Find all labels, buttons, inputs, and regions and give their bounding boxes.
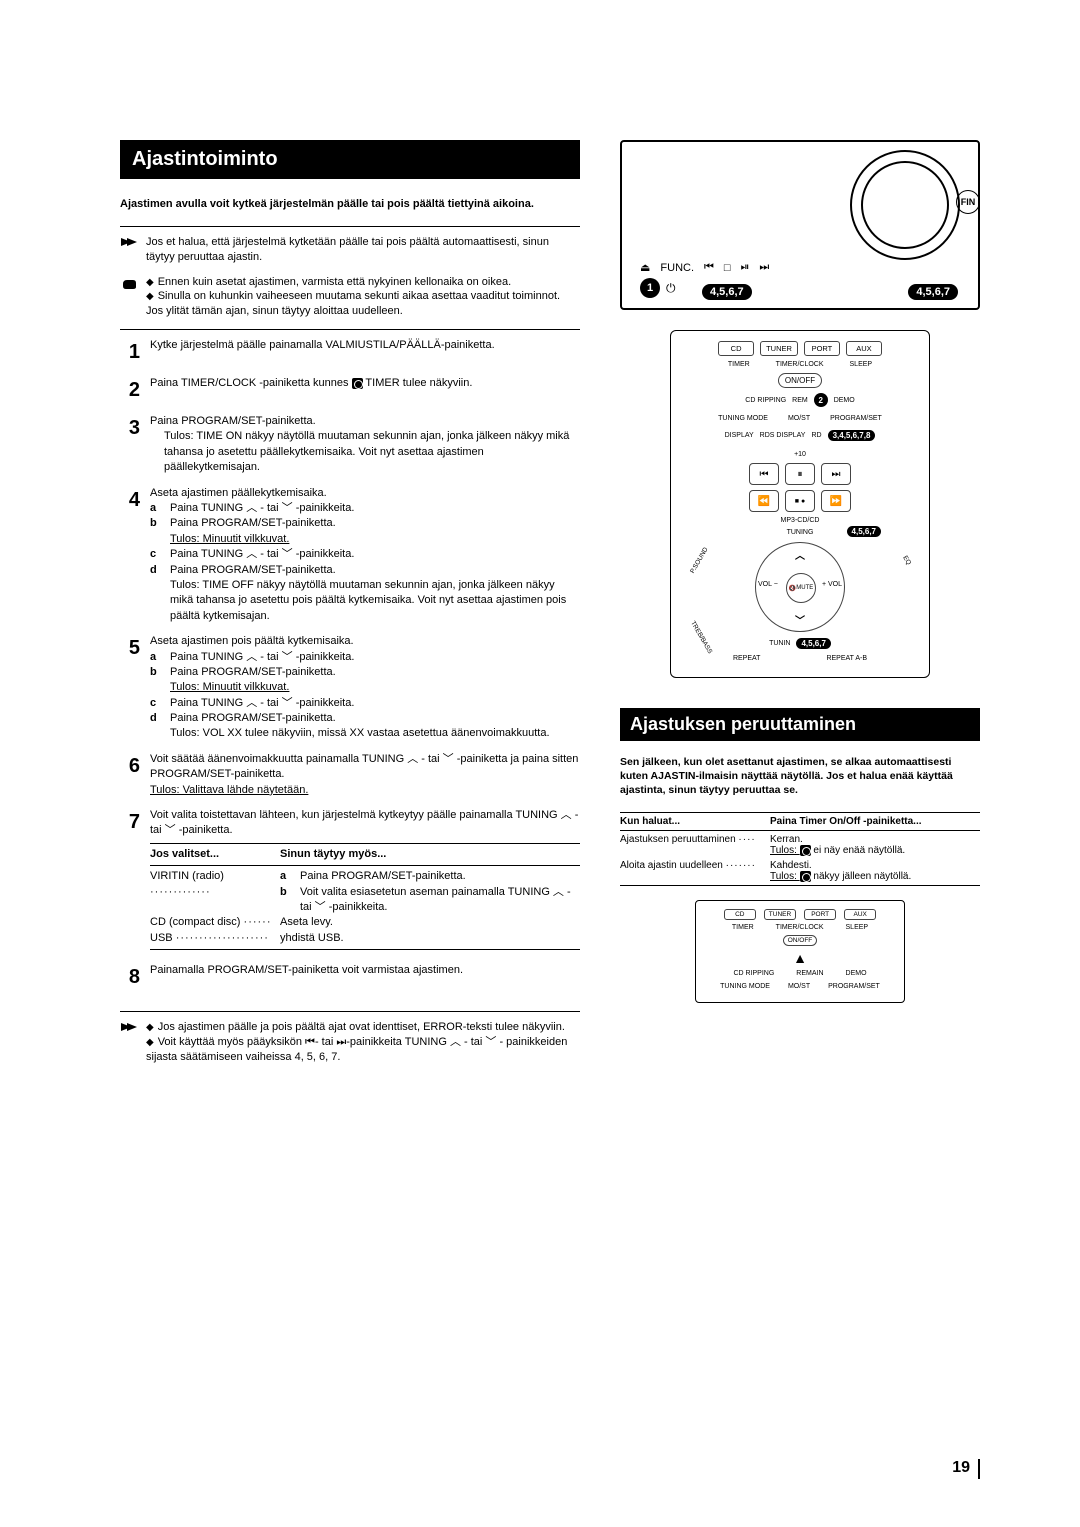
remote-prev-icon: ⏮	[749, 463, 779, 485]
table-header-select: Jos valitset...	[150, 847, 280, 862]
remote-port: PORT	[804, 341, 840, 356]
remote-badge-4567a: 4,5,6,7	[847, 526, 881, 537]
clock-icon-3	[800, 871, 811, 882]
device-badge-1: 1	[640, 278, 660, 298]
table2-row-cancel: Ajastuksen peruuttaminen ····	[620, 834, 770, 856]
remote-stop-rec-icon: ■ ●	[785, 490, 815, 512]
chevron-up-icon: ︿	[756, 547, 844, 562]
left-column: Ajastintoiminto Ajastimen avulla voit ky…	[120, 140, 580, 1075]
remote-next-icon: ⏭	[821, 463, 851, 485]
step-2-text: Paina TIMER/CLOCK -painiketta kunnes TIM…	[150, 376, 580, 404]
remote-badge-4567b: 4,5,6,7	[796, 638, 830, 649]
play-icon: ⏯	[741, 261, 750, 274]
func-label: FUNC.	[660, 262, 694, 274]
clock-icon	[352, 378, 363, 389]
next-icon: ⏭	[759, 261, 769, 274]
step-number-2: 2	[120, 376, 140, 404]
hand-note-icon	[120, 275, 138, 320]
table-header-must: Sinun täytyy myös...	[280, 847, 580, 862]
prev-icon: ⏮	[704, 261, 714, 274]
remote-mute: 🔇MUTE	[786, 573, 816, 603]
intro-text: Ajastimen avulla voit kytkeä järjestelmä…	[120, 197, 580, 212]
page-bar	[978, 1459, 980, 1479]
small-remote-diagram: CD TUNER PORT AUX TIMER TIMER/CLOCK SLEE…	[695, 900, 905, 1003]
right-column: ⏏ FUNC. ⏮ □ ⏯ ⏭ 1 ⏻ 4,5,6,7 4,5,6,7	[620, 140, 980, 1075]
remote-diagram: CD TUNER PORT AUX TIMER TIMER/CLOCK SLEE…	[670, 330, 930, 678]
section-title-timer: Ajastintoiminto	[120, 140, 580, 179]
remote-aux: AUX	[846, 341, 882, 356]
power-icon: ⏻	[666, 281, 676, 296]
step-number-7: 7	[120, 808, 140, 953]
table-row-cd: CD (compact disc) ······	[150, 915, 280, 930]
remote-psound: P.SOUND	[689, 546, 709, 574]
step-1-text: Kytke järjestelmä päälle painamalla VALM…	[150, 338, 580, 366]
clock-icon-2	[800, 845, 811, 856]
step-number-5: 5	[120, 634, 140, 742]
eject-icon: ⏏	[640, 261, 650, 274]
arrow-note-icon-2	[120, 1020, 138, 1065]
step-4-text: Aseta ajastimen päällekytkemisaika. aPai…	[150, 486, 580, 625]
intro2-text: Sen jälkeen, kun olet asettanut ajastime…	[620, 755, 980, 798]
step-8-text: Painamalla PROGRAM/SET-painiketta voit v…	[150, 963, 580, 991]
table-row-tuner: VIRITIN (radio) ·············	[150, 869, 280, 915]
remote-badge-345678: 3,4,5,6,7,8	[828, 430, 876, 441]
device-dial	[850, 150, 960, 260]
arrow-up-icon: ▲	[793, 950, 807, 966]
remote-eq: EQ	[901, 555, 912, 567]
device-badge-left: 4,5,6,7	[702, 284, 752, 300]
remote-nav-circle: ︿ ﹀ VOL − + VOL 🔇MUTE	[755, 542, 845, 632]
step-5-text: Aseta ajastimen pois päältä kytkemisaika…	[150, 634, 580, 742]
step-6-text: Voit säätää äänenvoimakkuutta painamalla…	[150, 752, 580, 798]
remote-cd: CD	[718, 341, 754, 356]
remote-ff-icon: ⏩	[821, 490, 851, 512]
note-clock-warning: Ennen kuin asetat ajastimen, varmista et…	[146, 275, 580, 320]
step-number-4: 4	[120, 486, 140, 625]
device-badge-right: 4,5,6,7	[908, 284, 958, 300]
table2-row-restart: Aloita ajastin uudelleen ·······	[620, 860, 770, 882]
table2-header-when: Kun haluat...	[620, 816, 770, 827]
arrow-note-icon	[120, 235, 138, 265]
note-cancel-timer: Jos et halua, että järjestelmä kytketään…	[146, 235, 580, 265]
chevron-down-icon: ﹀	[756, 612, 844, 627]
section-title-cancel: Ajastuksen peruuttaminen	[620, 708, 980, 741]
table2-header-press: Paina Timer On/Off -painiketta...	[770, 816, 980, 827]
step-number-8: 8	[120, 963, 140, 991]
remote-tuner: TUNER	[760, 341, 798, 356]
step-number-1: 1	[120, 338, 140, 366]
device-diagram: ⏏ FUNC. ⏮ □ ⏯ ⏭ 1 ⏻ 4,5,6,7 4,5,6,7	[620, 140, 980, 310]
remote-onoff: ON/OFF	[778, 373, 822, 388]
note-timeout: Sinulla on kuhunkin vaiheeseen muutama s…	[146, 290, 560, 317]
page-number: 19	[952, 1459, 970, 1477]
step-number-6: 6	[120, 752, 140, 798]
step-3-text: Paina PROGRAM/SET-painiketta. Tulos: TIM…	[150, 414, 580, 476]
step-number-3: 3	[120, 414, 140, 476]
remote-rew-icon: ⏪	[749, 490, 779, 512]
bottom-notes: Jos ajastimen päälle ja pois päältä ajat…	[146, 1020, 580, 1065]
table-row-usb: USB ····················	[150, 931, 280, 946]
remote-pause-icon: ⏸	[785, 463, 815, 485]
remote-badge-2: 2	[814, 393, 828, 407]
stop-icon: □	[724, 262, 731, 274]
step-7-text: Voit valita toistettavan lähteen, kun jä…	[150, 808, 580, 953]
small-remote-onoff: ON/OFF	[783, 935, 818, 946]
note-clock-correct: Ennen kuin asetat ajastimen, varmista et…	[158, 276, 511, 288]
